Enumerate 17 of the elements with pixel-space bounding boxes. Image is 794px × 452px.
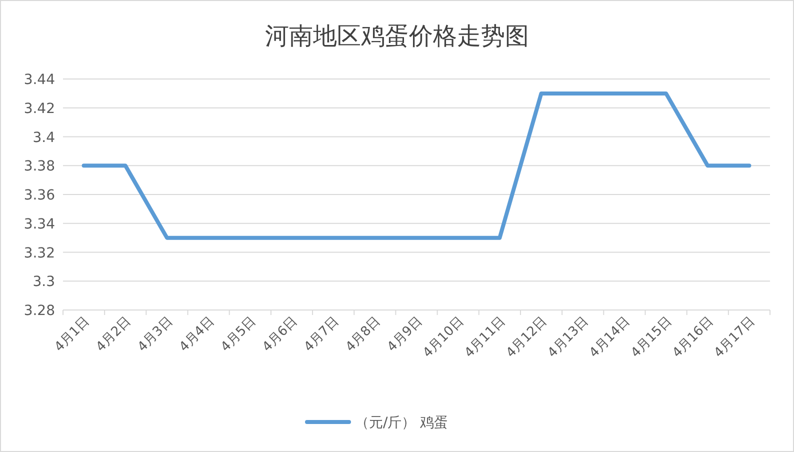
y-tick-label: 3.36	[24, 188, 56, 204]
y-tick-label: 3.34	[24, 216, 56, 232]
y-tick-label: 3.42	[24, 100, 55, 117]
x-tick-label: 4月2日	[94, 314, 134, 355]
y-tick-label: 3.3	[32, 274, 55, 290]
x-tick-label: 4月7日	[301, 314, 342, 355]
y-tick-label: 3.4	[32, 130, 56, 146]
y-tick-label: 3.38	[24, 158, 55, 175]
x-tick-label: 4月3日	[135, 314, 176, 355]
y-tick-label: 3.32	[24, 245, 55, 262]
x-tick-label: 4月8日	[343, 314, 384, 355]
x-tick-label: 4月4日	[176, 314, 218, 355]
x-tick-label: 4月5日	[218, 314, 259, 355]
y-tick-label: 3.44	[24, 72, 56, 88]
x-tick-label: 4月6日	[260, 314, 301, 355]
legend-label: （元/斤） 鸡蛋	[355, 415, 448, 431]
chart-title: 河南地区鸡蛋价格走势图	[265, 22, 529, 50]
